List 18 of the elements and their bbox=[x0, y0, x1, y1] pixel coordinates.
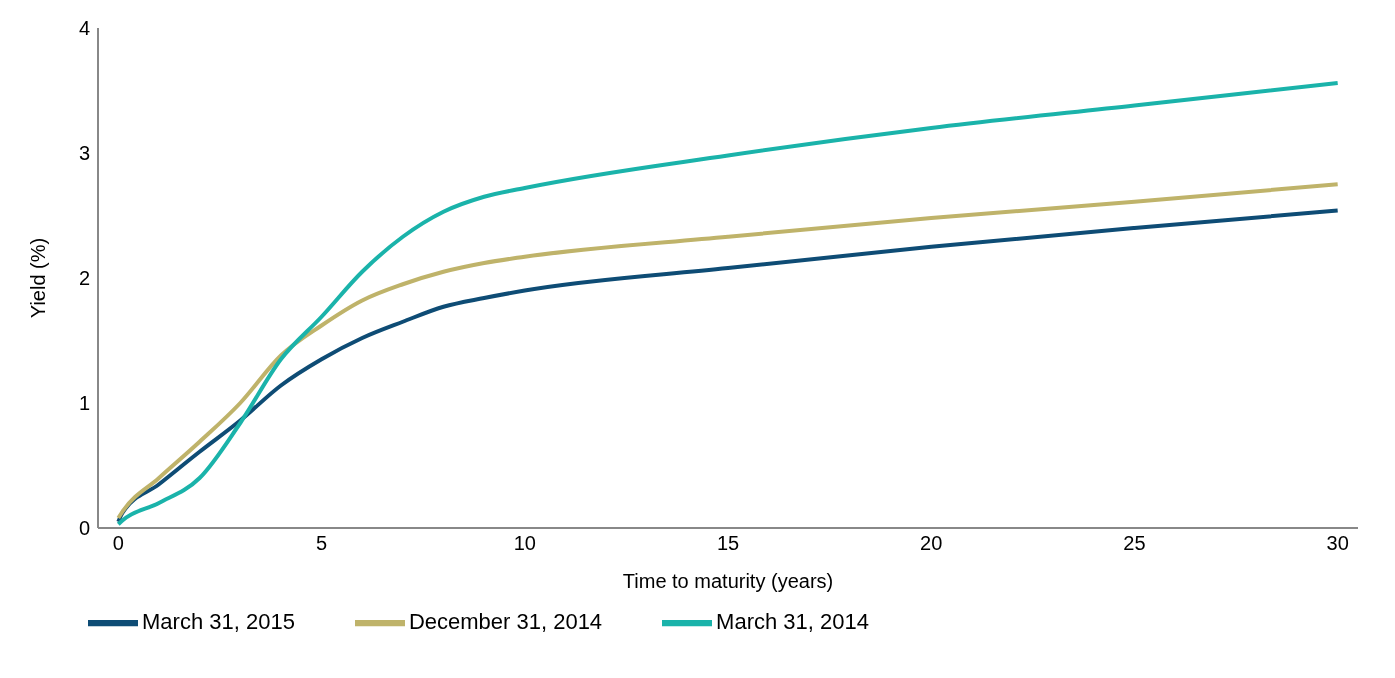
x-tick-label: 25 bbox=[1123, 532, 1146, 555]
line-series bbox=[116, 81, 1340, 527]
y-axis-title: Yield (%) bbox=[27, 237, 50, 319]
x-tick-label: 0 bbox=[112, 532, 124, 555]
y-tick-label: 3 bbox=[78, 142, 90, 165]
x-axis-title: Time to maturity (years) bbox=[622, 570, 834, 592]
y-tick-label: 4 bbox=[78, 17, 90, 40]
x-tick-label: 20 bbox=[920, 532, 943, 555]
x-tick-label: 30 bbox=[1326, 532, 1349, 555]
x-tick-label: 15 bbox=[716, 532, 740, 555]
legend-label: March 31, 2015 bbox=[142, 608, 295, 634]
y-tick-label: 1 bbox=[78, 392, 90, 415]
x-tick-label: 10 bbox=[513, 532, 536, 555]
legend-label: December 31, 2014 bbox=[408, 608, 603, 634]
y-tick-label: 0 bbox=[78, 517, 90, 540]
legend-label: March 31, 2014 bbox=[716, 608, 869, 634]
y-tick-label: 2 bbox=[78, 267, 90, 290]
x-tick-label: 5 bbox=[315, 532, 328, 555]
